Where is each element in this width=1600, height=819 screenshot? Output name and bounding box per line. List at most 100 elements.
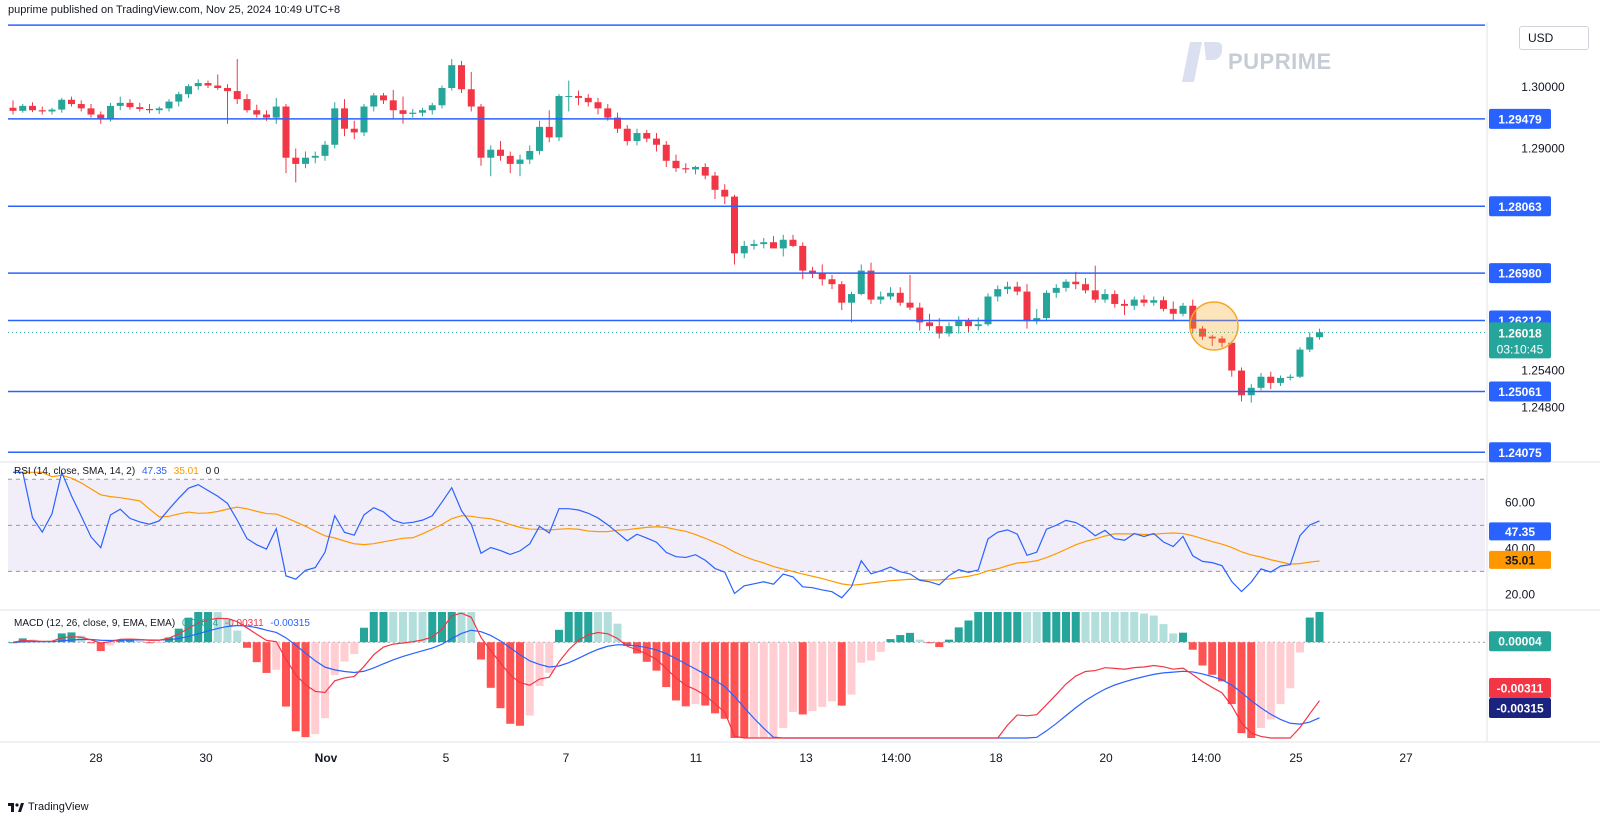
rsi-value-bg (1489, 522, 1551, 541)
candle-body (58, 99, 66, 110)
macd-histogram-bar (603, 612, 612, 643)
macd-histogram-bar (915, 639, 924, 643)
macd-histogram-bar (1149, 615, 1158, 643)
candle-body (1072, 281, 1080, 285)
candle-body (165, 101, 173, 109)
candle-body (516, 159, 524, 164)
tradingview-logo-icon (8, 802, 24, 812)
candle-body (984, 296, 992, 325)
currency-selector[interactable]: USD (1519, 26, 1589, 50)
macd-histogram-bar (243, 642, 251, 648)
candle-body (672, 160, 680, 169)
candle-body (428, 105, 436, 111)
candle-body (272, 106, 280, 118)
candle-body (399, 110, 407, 114)
macd-histogram-bar (106, 642, 115, 646)
x-tick-label: 25 (1289, 751, 1303, 765)
x-tick-label: 5 (443, 751, 450, 765)
candle-body (243, 99, 251, 111)
macd-histogram-bar (330, 642, 339, 676)
candle-body (731, 196, 738, 254)
macd-histogram-bar (360, 627, 368, 643)
candle-body (623, 128, 631, 142)
macd-histogram-bar (223, 618, 232, 643)
macd-histogram-bar (681, 642, 690, 707)
macd-histogram-bar (798, 642, 807, 715)
candle-body (1140, 299, 1148, 303)
macd-histogram-bar (672, 642, 680, 701)
macd-histogram-bar (623, 642, 632, 646)
macd-histogram-bar (984, 612, 992, 643)
macd-histogram-bar (1198, 642, 1207, 666)
x-tick-label: 18 (989, 751, 1003, 765)
macd-histogram-bar (87, 642, 95, 644)
candle-body (263, 114, 270, 118)
candle-body (750, 244, 758, 246)
candle-body (614, 117, 621, 129)
candle-body (526, 150, 534, 160)
candle-body (838, 284, 846, 303)
price-tick-label: 1.29000 (1521, 141, 1565, 155)
rsi-tick-label: 60.00 (1505, 495, 1535, 509)
candle-body (38, 110, 46, 112)
candle-body (107, 105, 114, 119)
candle-body (458, 65, 465, 90)
candle-body (194, 83, 202, 87)
macd-histogram-bar (935, 642, 944, 648)
candle-body (1062, 281, 1070, 288)
macd-histogram-bar (759, 642, 768, 738)
candle-body (126, 102, 134, 108)
macd-histogram-bar (876, 642, 885, 652)
candle-body (1160, 300, 1167, 309)
candle-body (555, 96, 563, 138)
macd-histogram-bar (555, 629, 563, 643)
candle-body (779, 239, 787, 249)
macd-hist-value-bg (1489, 631, 1551, 652)
candle-body (545, 126, 553, 138)
candle-body (1306, 337, 1314, 350)
price-level-label: 1.25061 (1498, 385, 1542, 399)
macd-histogram-bar (1169, 633, 1178, 643)
macd-histogram-bar (1120, 612, 1129, 643)
macd-histogram-bar (67, 632, 76, 643)
candle-body (302, 157, 309, 164)
macd-histogram-bar (1052, 612, 1061, 643)
macd-histogram-bar (447, 612, 456, 643)
footer-logo-text: TradingView (28, 801, 89, 813)
macd-histogram-bar (828, 642, 836, 702)
candle-body (438, 88, 446, 106)
macd-histogram-bar (730, 642, 739, 738)
candle-body (419, 110, 426, 113)
candle-body (945, 326, 953, 334)
candle-body (1111, 294, 1119, 304)
macd-histogram-bar (369, 612, 378, 643)
candle-body (887, 292, 894, 297)
candle-body (1286, 376, 1294, 378)
macd-histogram-bar (652, 642, 661, 671)
candle-body (1277, 377, 1284, 383)
macd-histogram-bar (1227, 642, 1236, 705)
candle-body (448, 65, 456, 89)
candle-body (857, 270, 865, 295)
candle-body (701, 166, 709, 176)
macd-legend-hist: 0.00004 (181, 618, 219, 629)
macd-histogram-bar (1276, 642, 1285, 705)
candle-body (1218, 338, 1226, 343)
macd-histogram-bar (408, 612, 417, 643)
x-tick-label: 28 (89, 751, 103, 765)
candle-body (536, 126, 543, 151)
macd-histogram-bar (399, 612, 407, 643)
macd-signal-value-label: -0.00315 (1496, 702, 1544, 716)
candle-body (1189, 305, 1197, 329)
candle-body (311, 155, 319, 158)
macd-histogram-bar (789, 642, 797, 712)
price-level-label-bg (1489, 108, 1551, 129)
macd-histogram-bar (379, 612, 388, 643)
macd-histogram-bar (262, 642, 271, 673)
macd-histogram-bar (779, 642, 788, 729)
macd-histogram-bar (1257, 642, 1265, 729)
candle-body (29, 105, 36, 111)
macd-legend: MACD (12, 26, close, 9, EMA, EMA) 0.0000… (14, 618, 310, 629)
rsi-legend-title: RSI (14, close, SMA, 14, 2) (14, 466, 136, 477)
